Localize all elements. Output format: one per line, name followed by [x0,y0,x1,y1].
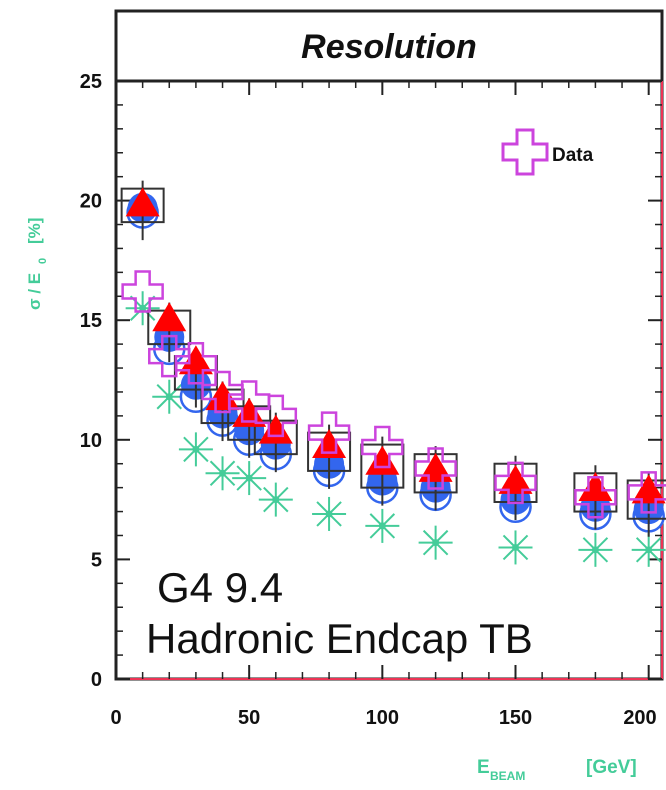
data-point-red-triangle [365,445,400,475]
x-axis-label: E BEAM [GeV] [477,757,637,783]
data-point-green-star [578,532,613,567]
data-point-data-cross [627,471,666,514]
y-tick-label: 0 [91,669,102,691]
data-point-green-star [631,532,666,567]
data-point-red-triangle [312,428,347,458]
x-axis-label-sub: BEAM [490,769,525,783]
data-point-red-triangle [631,474,666,504]
data-point-red-triangle [125,187,160,217]
data-point-data-cross [121,270,164,313]
data-point-data-cross [254,394,298,438]
green-star-center [219,469,227,477]
data-point-green-star [498,530,533,565]
data-point-red-triangle [578,472,613,502]
x-tick-label: 100 [366,707,399,729]
data-point-data-cross [414,447,457,490]
data-point-data-cross [307,411,351,454]
data-point-data-cross [494,461,537,505]
legend: Data [501,128,594,176]
y-axis-label-unit: [%] [25,218,44,244]
green-star-center [165,393,173,401]
x-tick-label: 0 [110,707,121,729]
legend-data-marker [501,128,549,176]
data-point-red-triangle [232,397,267,427]
green-star-center [512,543,520,551]
green-star-center [591,546,599,554]
y-tick-label: 25 [80,71,102,93]
data-point-red-triangle [258,414,293,444]
y-tick-label: 5 [91,549,102,571]
data-point-red-triangle [178,345,213,375]
y-axis-label-sub: 0 [37,258,49,264]
data-point-red-triangle [205,381,240,411]
data-point-data-cross [574,475,617,519]
y-tick-label: 15 [80,310,102,332]
y-axis-label: σ / E 0 [%] [25,218,49,310]
green-star-center [139,304,147,312]
data-point-green-star [125,291,160,326]
annotation-detector: Hadronic Endcap TB [146,615,533,662]
x-axis-label-main: E [477,757,490,778]
green-star-center [245,474,253,482]
legend-data-label: Data [552,145,594,166]
data-point-green-star [205,456,240,491]
data-point-green-star [418,525,453,560]
data-point-green-star [178,432,213,467]
y-tick-label: 10 [80,430,102,452]
green-star-center [432,539,440,547]
x-tick-label: 150 [499,707,532,729]
data-point-data-cross [361,425,404,469]
data-point-box [360,443,405,489]
data-point-data-cross [148,334,191,378]
data-point-red-triangle [498,464,533,494]
annotation-version: G4 9.4 [157,564,283,611]
data-point-green-star [232,461,267,496]
x-tick-label: 50 [238,707,260,729]
green-star-center [272,496,280,504]
data-point-red-triangle [152,302,187,332]
data-point-data-cross [174,342,218,385]
chart-title: Resolution [301,28,477,66]
data-point-green-star [312,496,347,531]
title-box [114,9,664,83]
y-tick-label: 20 [80,191,102,213]
green-star-center [192,445,200,453]
x-axis-label-unit: [GeV] [586,757,637,778]
data-marks [120,180,666,567]
data-point-data-cross [201,370,244,414]
x-tick-label: 200 [623,707,656,729]
axis-ticks: 0 5 10 15 20 25 0 50 100 150 200 [80,71,662,729]
y-axis-label-main: σ / E [25,273,44,310]
data-point-green-star [365,508,400,543]
green-star-center [325,510,333,518]
green-star-center [378,522,386,530]
data-point-green-star [258,482,293,517]
green-star-center [645,546,653,554]
